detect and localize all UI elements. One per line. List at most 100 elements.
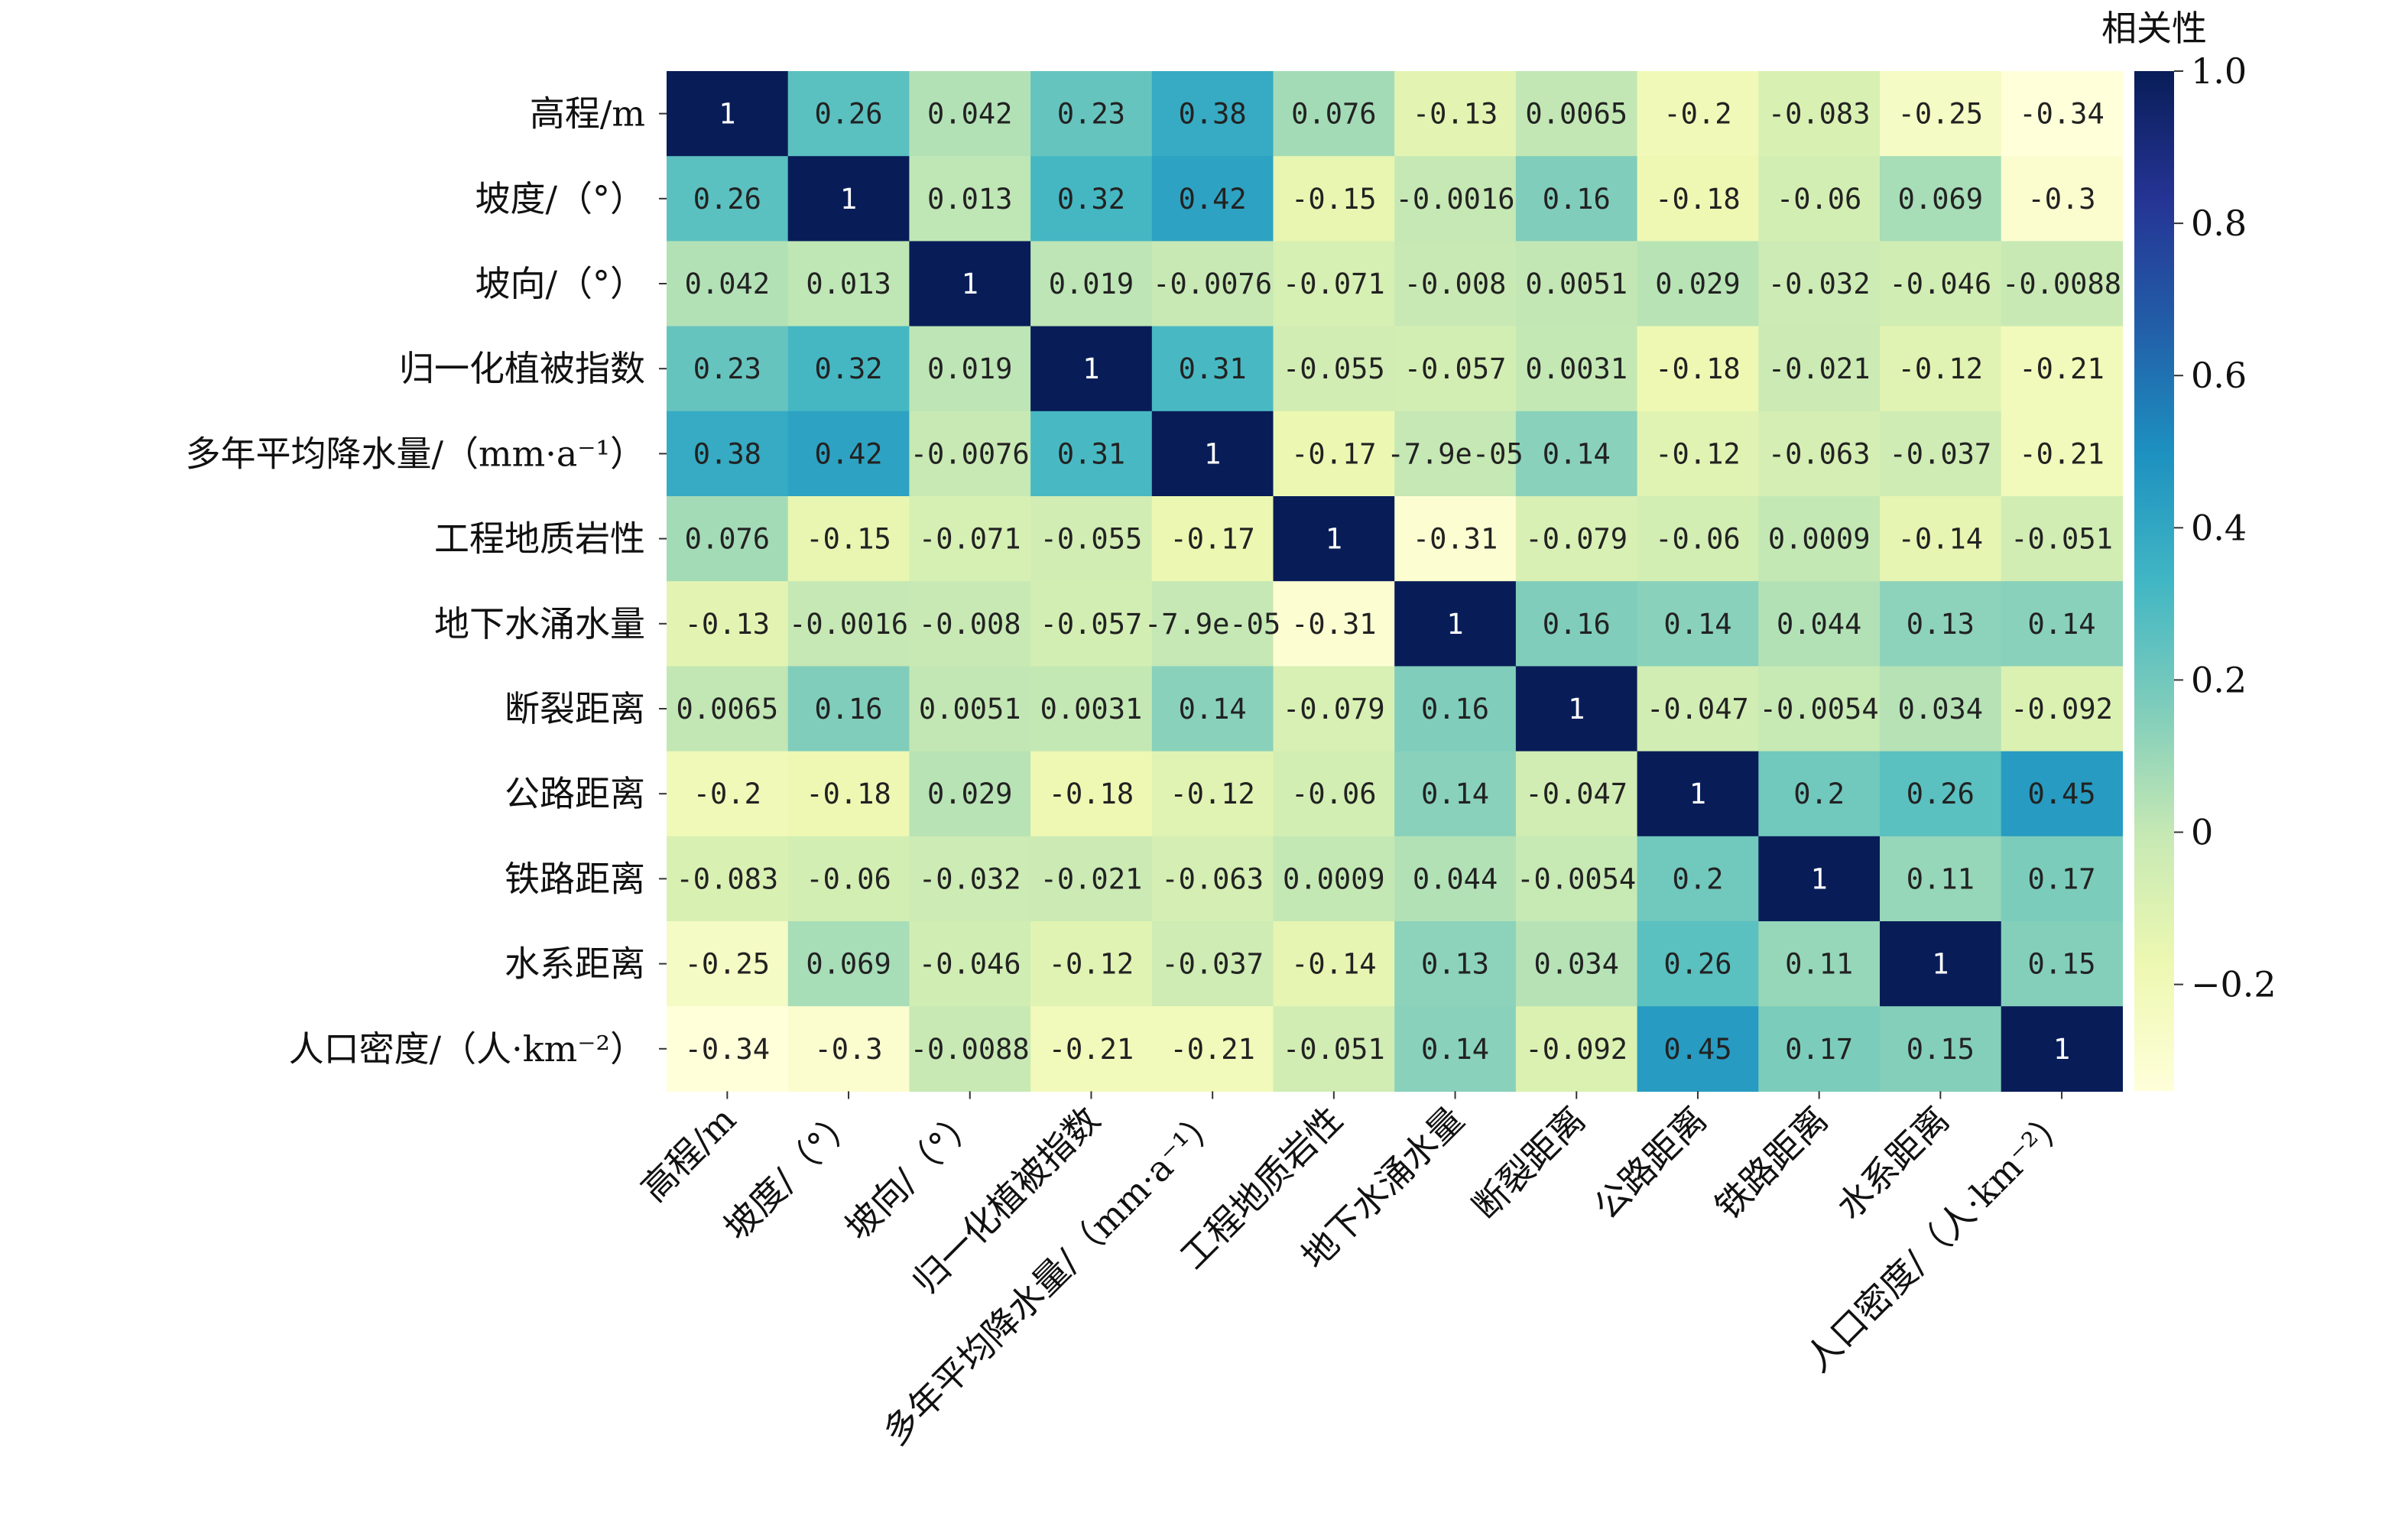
heatmap-cell [787,411,910,497]
heatmap-cell [787,921,910,1007]
heatmap-cell-label: 0.14 [1179,693,1247,726]
heatmap-cell-label: 0.38 [1179,98,1247,131]
heatmap-cell [1515,326,1638,412]
heatmap-cell-label: 0.0065 [1525,98,1628,131]
heatmap-cell [909,326,1031,412]
heatmap-cell [1637,1006,1759,1092]
heatmap-cell-label: -0.21 [2019,437,2104,470]
heatmap-cell [1030,411,1153,497]
heatmap-cell-label: -0.12 [1655,437,1740,470]
heatmap-cell [1880,411,2002,497]
x-tick-label: 公路距离 [1585,1099,1714,1227]
colorbar-tick-label: 0 [2191,812,2213,853]
heatmap-cell-label: 0.013 [927,183,1012,216]
heatmap-cell [909,496,1031,582]
heatmap-cell-label: 0.16 [1543,608,1611,641]
heatmap-cell-label: 0.17 [1785,1033,1853,1066]
heatmap-cell [1758,71,1881,157]
heatmap-cell-label: 1 [962,268,978,300]
y-tick-label: 坡向/（°） [475,263,646,304]
colorbar-tick-label: 0.4 [2191,507,2247,548]
heatmap-cell [667,581,789,667]
heatmap-cell-label: 0.13 [1907,608,1975,641]
x-axis: 高程/m坡度/（°）坡向/（°）归一化植被指数多年平均降水量/（mm·a⁻¹）工… [633,1091,2079,1453]
heatmap-cell [2001,241,2123,327]
heatmap-cell [1880,751,2002,837]
heatmap-cell [1637,836,1759,922]
heatmap-cell [2001,1006,2123,1092]
heatmap-cell [1758,666,1881,752]
heatmap-cell [1394,241,1517,327]
heatmap-cell-label: 0.31 [1057,437,1125,470]
heatmap-cell-label: -0.021 [1040,862,1143,895]
heatmap-cell [1637,751,1759,837]
heatmap-cell [1758,156,1881,242]
heatmap-cell [1273,241,1395,327]
heatmap-cell-label: -0.3 [2027,183,2095,216]
heatmap-cell [1394,581,1517,667]
heatmap-cell-label: -0.057 [1404,352,1507,385]
heatmap-cell-label: -0.037 [1161,948,1264,981]
heatmap-cell-label: 0.0009 [1768,523,1871,556]
heatmap-cell-label: 0.069 [1898,183,1983,216]
heatmap-cell [1637,496,1759,582]
heatmap-cell-label: 0.32 [1057,183,1125,216]
heatmap-cell-label: 0.11 [1907,862,1975,895]
heatmap-cell-label: 0.034 [1898,693,1983,726]
y-tick-label: 高程/m [530,93,645,135]
heatmap-cell [2001,156,2123,242]
heatmap-cell-label: 0.0031 [1525,352,1628,385]
heatmap-cell [1758,751,1881,837]
heatmap-cell [1394,921,1517,1007]
heatmap-cell [1151,411,1274,497]
heatmap-cell [1880,71,2002,157]
heatmap-cell-label: 0.11 [1785,948,1853,981]
heatmap-cell [1151,326,1274,412]
heatmap-cell-label: -0.055 [1040,523,1143,556]
heatmap-cell-label: 1 [2053,1033,2070,1066]
heatmap-cell-label: 0.14 [1663,608,1731,641]
heatmap-cell [1515,241,1638,327]
heatmap-cell [1273,71,1395,157]
heatmap-cell [1030,71,1153,157]
x-tick-label: 铁路距离 [1707,1099,1835,1227]
heatmap-cell-label: 0.17 [2027,862,2095,895]
heatmap-cell [2001,411,2123,497]
heatmap-cell [1515,921,1638,1007]
heatmap-cell [1030,156,1153,242]
heatmap-cell-label: -0.032 [1768,268,1871,300]
heatmap-cell [2001,751,2123,837]
heatmap-cell-label: 0.26 [1907,778,1975,810]
heatmap-cell-label: -7.9e-05 [1387,437,1523,470]
heatmap-cell [909,666,1031,752]
heatmap-cell-label: 0.0051 [919,693,1021,726]
heatmap-cell [1880,836,2002,922]
heatmap-cell [1637,71,1759,157]
heatmap-cell-label: 0.029 [1655,268,1740,300]
colorbar-tick-label: 0.6 [2191,355,2247,396]
heatmap-cell-label: -7.9e-05 [1144,608,1280,641]
heatmap-cell [1758,241,1881,327]
heatmap-cell [1030,581,1153,667]
heatmap-cell [787,71,910,157]
heatmap-cell-label: 0.0051 [1525,268,1628,300]
heatmap-cell [787,1006,910,1092]
heatmap-cell-label: 0.044 [1413,862,1498,895]
heatmap-cell [2001,581,2123,667]
heatmap-cell [2001,921,2123,1007]
heatmap-cell [1030,496,1153,582]
heatmap-cell-label: -0.2 [1663,98,1731,131]
colorbar-tick-label: 1.0 [2191,50,2247,92]
y-tick-label: 多年平均降水量/（mm·a⁻¹） [185,433,645,474]
colorbar: 相关性 1.0 0.8 0.6 0.4 0.2 0 −0.2 [2101,8,2277,1091]
heatmap-cell [1273,751,1395,837]
heatmap-cell [1151,836,1274,922]
y-tick-label: 铁路距离 [505,858,645,899]
heatmap-cell-label: 0.26 [1663,948,1731,981]
x-tick-label: 高程/m [633,1099,744,1209]
heatmap-cell-label: 0.42 [814,437,882,470]
heatmap-cell [1273,156,1395,242]
heatmap-cell [909,921,1031,1007]
heatmap-cell-label: -0.25 [685,948,770,981]
